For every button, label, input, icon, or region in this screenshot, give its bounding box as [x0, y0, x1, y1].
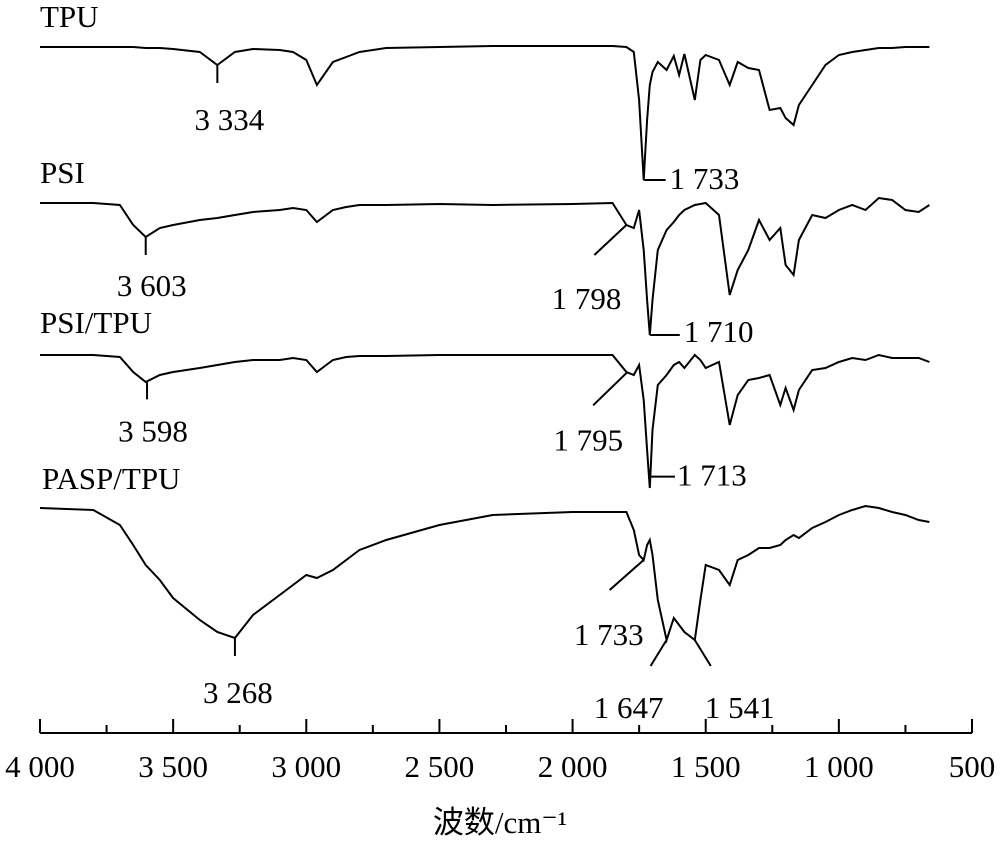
spectrum-line [40, 196, 930, 336]
series-label: PASP/TPU [42, 461, 180, 496]
peak-label: 1 733 [670, 161, 740, 196]
peak-leader [609, 559, 645, 591]
x-tick-label: 1 500 [671, 749, 741, 784]
peak-leader [693, 639, 712, 667]
peak-leader [592, 371, 628, 407]
series-label: PSI [40, 155, 85, 190]
peak-label: 1 541 [705, 690, 775, 725]
series-label: TPU [40, 0, 99, 34]
x-tick-label: 3 500 [138, 749, 208, 784]
peak-label: 1 798 [552, 281, 622, 316]
x-tick-label: 2 000 [538, 749, 608, 784]
peak-label: 3 603 [117, 268, 187, 303]
peak-label: 3 598 [118, 413, 188, 448]
peak-label: 1 710 [684, 314, 754, 349]
peak-label: 1 713 [677, 458, 747, 493]
peak-label: 1 733 [574, 617, 644, 652]
peak-label: 1 647 [594, 690, 664, 725]
x-tick-label: 500 [949, 749, 996, 784]
spectrum-line [40, 45, 930, 181]
peak-leader [593, 224, 628, 256]
x-tick-label: 3 000 [271, 749, 341, 784]
x-tick-label: 4 000 [5, 749, 75, 784]
x-tick-label: 2 500 [405, 749, 475, 784]
spectrum-line [39, 504, 930, 644]
x-tick-label: 1 000 [804, 749, 874, 784]
peak-label: 1 795 [553, 422, 623, 457]
spectrum-line [40, 353, 930, 489]
peak-leader [649, 639, 668, 667]
peak-label: 3 268 [203, 675, 273, 710]
series-label: PSI/TPU [40, 305, 152, 340]
x-axis-label: 波数/cm⁻¹ [433, 805, 567, 840]
peak-label: 3 334 [194, 102, 264, 137]
